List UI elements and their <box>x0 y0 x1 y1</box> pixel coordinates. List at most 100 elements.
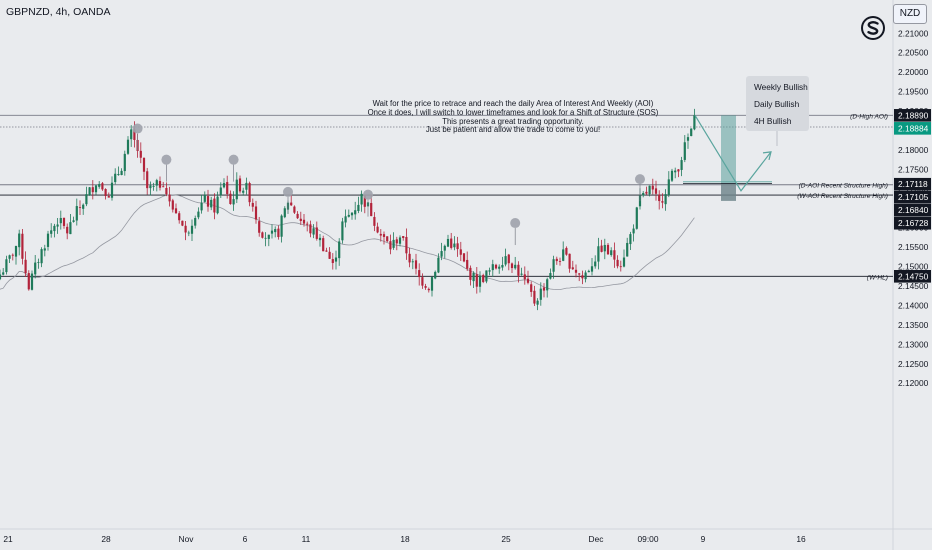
candle[interactable] <box>523 266 526 285</box>
candle[interactable] <box>517 261 520 283</box>
candle[interactable] <box>2 268 5 276</box>
candle[interactable] <box>146 167 149 195</box>
candle[interactable] <box>309 220 312 238</box>
candle[interactable] <box>382 231 386 245</box>
swing-marker-2[interactable] <box>228 154 239 165</box>
candle[interactable] <box>565 246 568 256</box>
candle[interactable] <box>277 225 280 240</box>
candle[interactable] <box>501 256 504 271</box>
candle[interactable] <box>40 247 43 268</box>
candle[interactable] <box>254 200 258 224</box>
candle[interactable] <box>50 223 53 238</box>
candle[interactable] <box>181 220 184 227</box>
candle[interactable] <box>149 181 152 196</box>
candle[interactable] <box>18 229 21 256</box>
candle[interactable] <box>456 236 459 257</box>
candle[interactable] <box>274 226 277 238</box>
candle[interactable] <box>98 181 101 189</box>
candle[interactable] <box>405 228 408 260</box>
candle[interactable] <box>197 207 200 220</box>
candle[interactable] <box>594 255 597 269</box>
candle[interactable] <box>530 281 533 297</box>
candle[interactable] <box>546 277 549 298</box>
candle[interactable] <box>187 230 190 237</box>
candle[interactable] <box>574 264 578 278</box>
candle[interactable] <box>283 206 286 219</box>
candle[interactable] <box>235 172 238 204</box>
candle[interactable] <box>78 200 82 216</box>
candle[interactable] <box>69 213 72 235</box>
projection-arrow[interactable] <box>694 115 772 192</box>
candle[interactable] <box>142 157 146 181</box>
candle[interactable] <box>14 245 18 265</box>
candle[interactable] <box>674 167 677 179</box>
candle[interactable] <box>395 236 398 251</box>
candle[interactable] <box>478 271 482 293</box>
candle[interactable] <box>213 193 216 220</box>
candle[interactable] <box>101 182 104 191</box>
candle[interactable] <box>504 248 507 267</box>
candle[interactable] <box>184 221 187 241</box>
candle[interactable] <box>686 133 690 149</box>
candle[interactable] <box>290 194 293 207</box>
candle[interactable] <box>0 269 2 281</box>
candle[interactable] <box>88 186 91 196</box>
candle[interactable] <box>373 212 376 232</box>
candle[interactable] <box>216 191 219 215</box>
candle[interactable] <box>626 237 629 257</box>
candle[interactable] <box>53 223 56 238</box>
candle[interactable] <box>91 180 94 200</box>
candle[interactable] <box>475 266 478 294</box>
candle[interactable] <box>299 211 302 225</box>
candle[interactable] <box>280 214 283 243</box>
candle[interactable] <box>62 217 66 229</box>
candle[interactable] <box>450 232 453 250</box>
candle[interactable] <box>677 168 680 178</box>
candle[interactable] <box>453 236 456 251</box>
candle[interactable] <box>622 249 626 268</box>
candle[interactable] <box>5 255 8 275</box>
candle[interactable] <box>632 224 635 242</box>
candle[interactable] <box>210 196 213 211</box>
candle[interactable] <box>430 276 434 297</box>
candle[interactable] <box>510 262 514 274</box>
candle[interactable] <box>258 216 261 237</box>
candle[interactable] <box>360 190 363 212</box>
candle[interactable] <box>654 180 658 201</box>
candle[interactable] <box>578 273 581 282</box>
candle[interactable] <box>152 182 155 191</box>
candle[interactable] <box>178 211 181 224</box>
candle[interactable] <box>325 247 328 252</box>
candle[interactable] <box>126 136 130 155</box>
candle[interactable] <box>616 255 619 269</box>
candle[interactable] <box>514 256 517 270</box>
candle[interactable] <box>498 264 501 274</box>
candle[interactable] <box>242 187 245 196</box>
candle[interactable] <box>584 270 587 283</box>
swing-marker-1[interactable] <box>161 154 172 165</box>
candle[interactable] <box>251 198 254 212</box>
candle[interactable] <box>34 255 37 279</box>
candle[interactable] <box>75 198 78 226</box>
candle[interactable] <box>427 287 430 293</box>
candle[interactable] <box>408 247 411 268</box>
candle[interactable] <box>110 176 114 201</box>
candle[interactable] <box>459 241 462 261</box>
candle[interactable] <box>232 191 235 211</box>
candle[interactable] <box>123 150 126 176</box>
candle[interactable] <box>117 166 120 176</box>
candle[interactable] <box>85 186 88 207</box>
candle[interactable] <box>8 254 11 264</box>
candle[interactable] <box>203 191 206 203</box>
candle[interactable] <box>238 175 242 194</box>
candle[interactable] <box>466 251 469 272</box>
candle[interactable] <box>194 215 197 229</box>
candle[interactable] <box>222 178 226 189</box>
candle[interactable] <box>155 178 158 192</box>
candle[interactable] <box>59 210 62 230</box>
candle[interactable] <box>104 188 107 200</box>
candle[interactable] <box>558 257 562 266</box>
candle[interactable] <box>24 251 27 278</box>
candle[interactable] <box>606 242 610 256</box>
